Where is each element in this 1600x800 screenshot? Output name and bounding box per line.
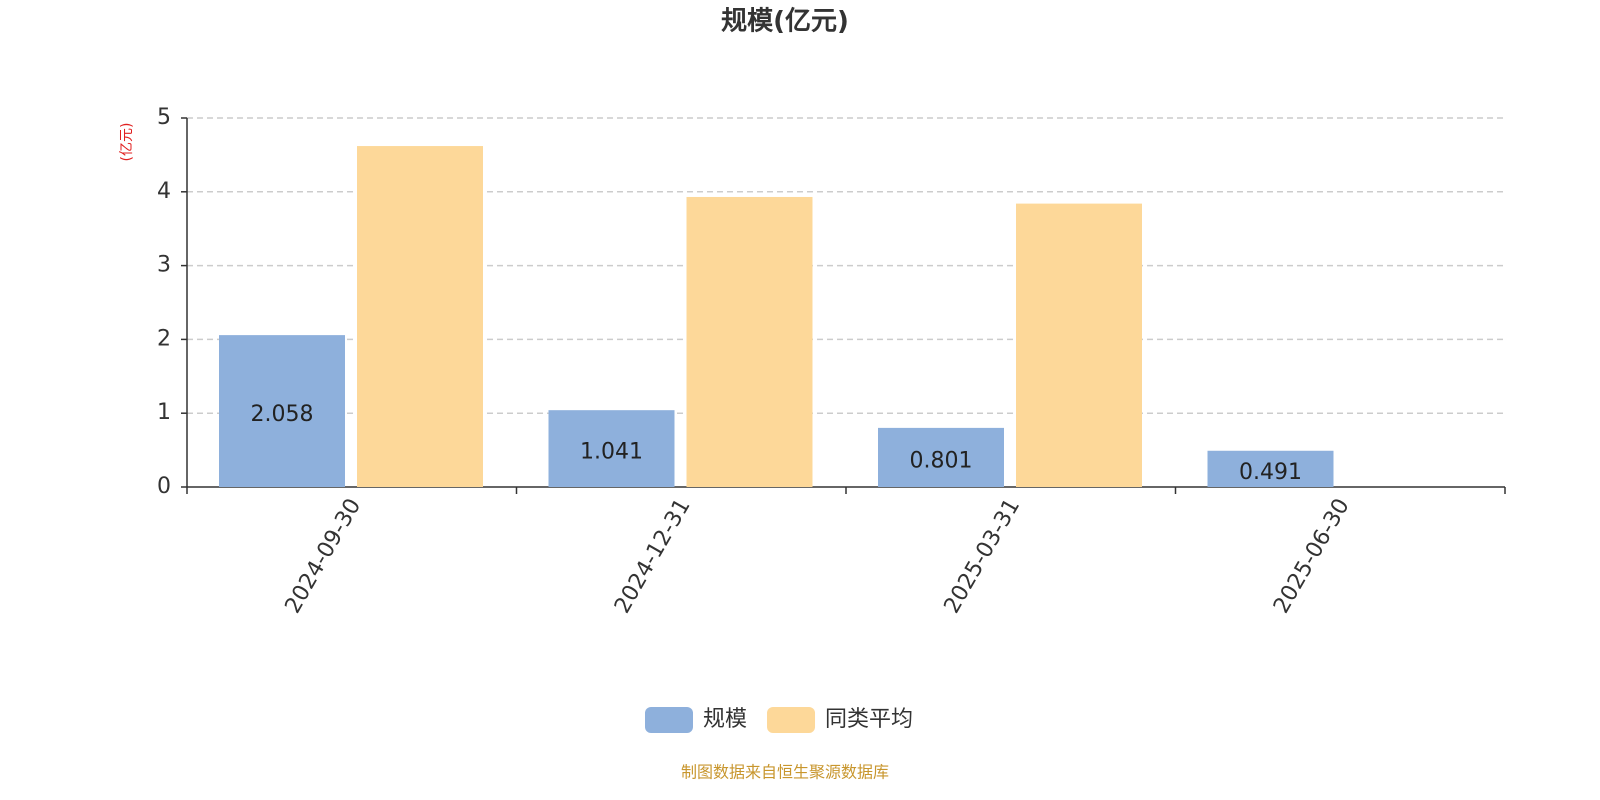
bar [1207,450,1334,487]
x-tick-label: 2024-12-31 [610,495,696,618]
y-tick-label: 3 [157,253,171,278]
y-tick-label: 1 [157,400,171,425]
x-tick-label: 2024-09-30 [281,495,367,618]
data-label: 2.058 [251,402,314,427]
y-tick-label: 5 [157,105,171,130]
bar [548,410,675,487]
legend-label: 同类平均 [825,707,913,732]
bar [1016,203,1142,487]
data-label: 1.041 [580,440,643,465]
y-tick-label: 4 [157,179,171,204]
footer: 制图数据来自恒生聚源数据库 [681,763,889,782]
bar [219,335,345,487]
bar [357,146,483,487]
legend-label: 规模 [703,707,747,732]
data-label: 0.491 [1239,460,1302,485]
y-axis-label: (亿元) [119,123,135,162]
y-tick-label: 0 [157,474,171,499]
x-tick-label: 2025-03-31 [940,495,1026,618]
bar [686,196,813,487]
x-tick-label: 2025-06-30 [1269,495,1355,618]
legend-swatch [767,707,816,733]
chart-title: 规模(亿元) [721,7,849,37]
legend-swatch [645,707,693,733]
y-tick-label: 2 [157,326,171,351]
bar [878,427,1004,487]
data-label: 0.801 [910,448,973,473]
